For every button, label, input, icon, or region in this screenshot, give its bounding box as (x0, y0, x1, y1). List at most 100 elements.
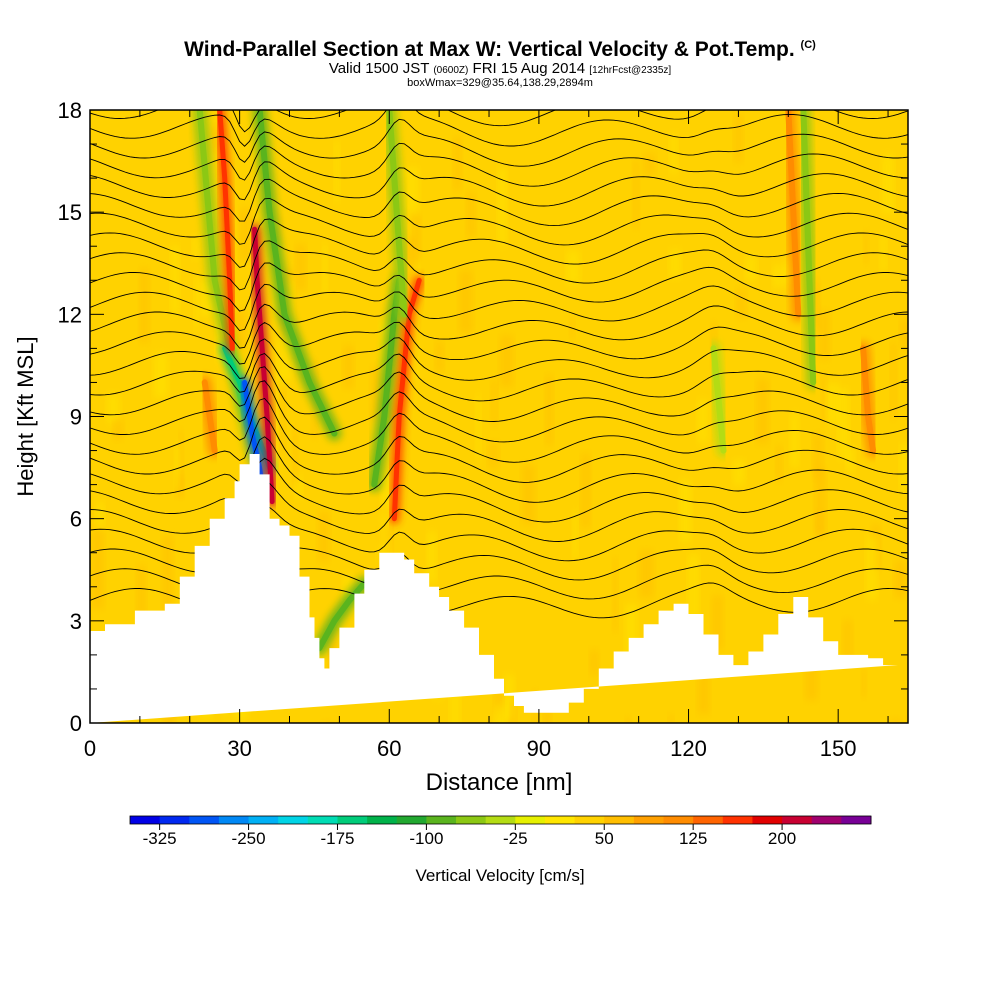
speckle-cell (880, 233, 887, 272)
speckle-cell (174, 445, 180, 489)
y-axis-label: Height [Kft MSL] (13, 336, 38, 496)
speckle-cell (295, 244, 306, 290)
speckle-cell (504, 674, 515, 720)
chart-subtitle: Valid 1500 JST (0600Z) FRI 15 Aug 2014 [… (0, 60, 1000, 77)
y-tick-label: 15 (58, 200, 82, 225)
speckle-cell (453, 137, 462, 191)
speckle-cell (427, 531, 437, 583)
speckle-cell (466, 192, 476, 238)
isentrope-line (90, 161, 908, 207)
speckle-cell (295, 476, 303, 499)
speckle-cell (688, 554, 699, 633)
speckle-cell (861, 668, 867, 697)
speckle-cell (633, 159, 640, 228)
speckle-cell (343, 345, 354, 388)
speckle-cell (136, 565, 146, 618)
x-axis-label: Distance [nm] (426, 769, 573, 796)
plot-area (90, 110, 908, 723)
isentrope-line (90, 240, 908, 291)
velocity-streak-core (386, 110, 408, 318)
colorbar-swatch (811, 816, 842, 824)
speckle-cell (816, 511, 824, 535)
speckle-cell (734, 115, 743, 162)
speckle-cell (450, 676, 460, 723)
speckle-cell (827, 383, 839, 425)
speckle-cell (162, 535, 173, 614)
colorbar-swatch (307, 816, 338, 824)
speckle-cell (890, 341, 897, 419)
subtitle-date: FRI 15 Aug 2014 (472, 60, 586, 77)
isentrope-line (90, 337, 908, 381)
isentrope-line (90, 303, 908, 349)
colorbar-tick-label: 200 (768, 829, 796, 848)
speckle-cell (171, 245, 180, 315)
speckle-cell (277, 213, 283, 239)
speckle-cell (95, 502, 105, 528)
speckle-cell (566, 250, 580, 285)
speckle-cell (756, 378, 769, 444)
colorbar-label: Vertical Velocity [cm/s] (415, 866, 584, 885)
colorbar-border (129, 815, 872, 825)
y-tick-label: 9 (70, 405, 82, 430)
isentrope-line (90, 321, 908, 365)
speckle-cell (643, 153, 656, 175)
x-tick-label: 150 (820, 736, 857, 761)
colorbar-swatch (159, 816, 190, 824)
speckle-cell (322, 722, 334, 723)
speckle-cell (498, 167, 507, 246)
x-tick-label: 60 (377, 736, 401, 761)
speckle-cell (139, 268, 150, 343)
speckle-cell (459, 270, 473, 334)
colorbar-swatch (130, 816, 161, 824)
isentrope-line (90, 197, 908, 246)
speckle-cell (813, 434, 824, 479)
isentrope-line (90, 436, 908, 503)
speckle-cell (239, 208, 251, 261)
velocity-streak-core (217, 110, 235, 351)
speckle-cell (510, 701, 517, 723)
colorbar-tick-label: 50 (595, 829, 614, 848)
speckle-cell (292, 426, 299, 486)
colorbar-swatch (218, 816, 250, 824)
velocity-streak-core (256, 110, 338, 437)
speckle-cell (500, 335, 514, 388)
colorbar-tick-label: -325 (143, 829, 177, 848)
speckle-cell (814, 468, 826, 536)
speckle-cell (775, 446, 783, 481)
isentrope-line (90, 397, 908, 463)
y-tick-label: 6 (70, 507, 82, 532)
x-tick-label: 120 (670, 736, 707, 761)
colorbar-tick-label: -175 (320, 829, 354, 848)
speckle-cell (745, 255, 757, 281)
speckle-cell (179, 429, 184, 496)
speckle-cell (280, 387, 286, 455)
isentrope-line (90, 352, 908, 402)
colorbar-swatch (396, 816, 427, 824)
colorbar-tick-label: 125 (679, 829, 707, 848)
speckle-cell (838, 388, 849, 459)
isentrope-line (90, 283, 908, 332)
colorbar-swatch (604, 816, 635, 824)
colorbar-swatch (841, 816, 872, 824)
x-tick-label: 0 (84, 736, 96, 761)
x-tick-label: 90 (527, 736, 551, 761)
title-main: Wind-Parallel Section at Max W: Vertical… (184, 38, 795, 61)
speckle-cell (175, 474, 184, 497)
speckle-cell (113, 418, 124, 440)
colorbar-swatch (456, 816, 487, 824)
speckle-cell (863, 230, 869, 264)
speckle-cell (697, 399, 709, 443)
velocity-streak-core (710, 345, 727, 454)
isentrope-line (90, 416, 908, 483)
speckle-cell (405, 167, 419, 213)
speckle-cell (545, 375, 554, 445)
y-axis: 0 3 6 9 12 15 18 (58, 98, 908, 736)
colorbar-swatch (189, 816, 220, 824)
speckle-cell (413, 214, 421, 260)
isentrope-line (90, 110, 908, 147)
subtitle-valid: Valid 1500 JST (328, 60, 430, 77)
speckle-cell (192, 236, 199, 259)
y-tick-label: 0 (70, 711, 82, 736)
colorbar-swatch (278, 816, 309, 824)
